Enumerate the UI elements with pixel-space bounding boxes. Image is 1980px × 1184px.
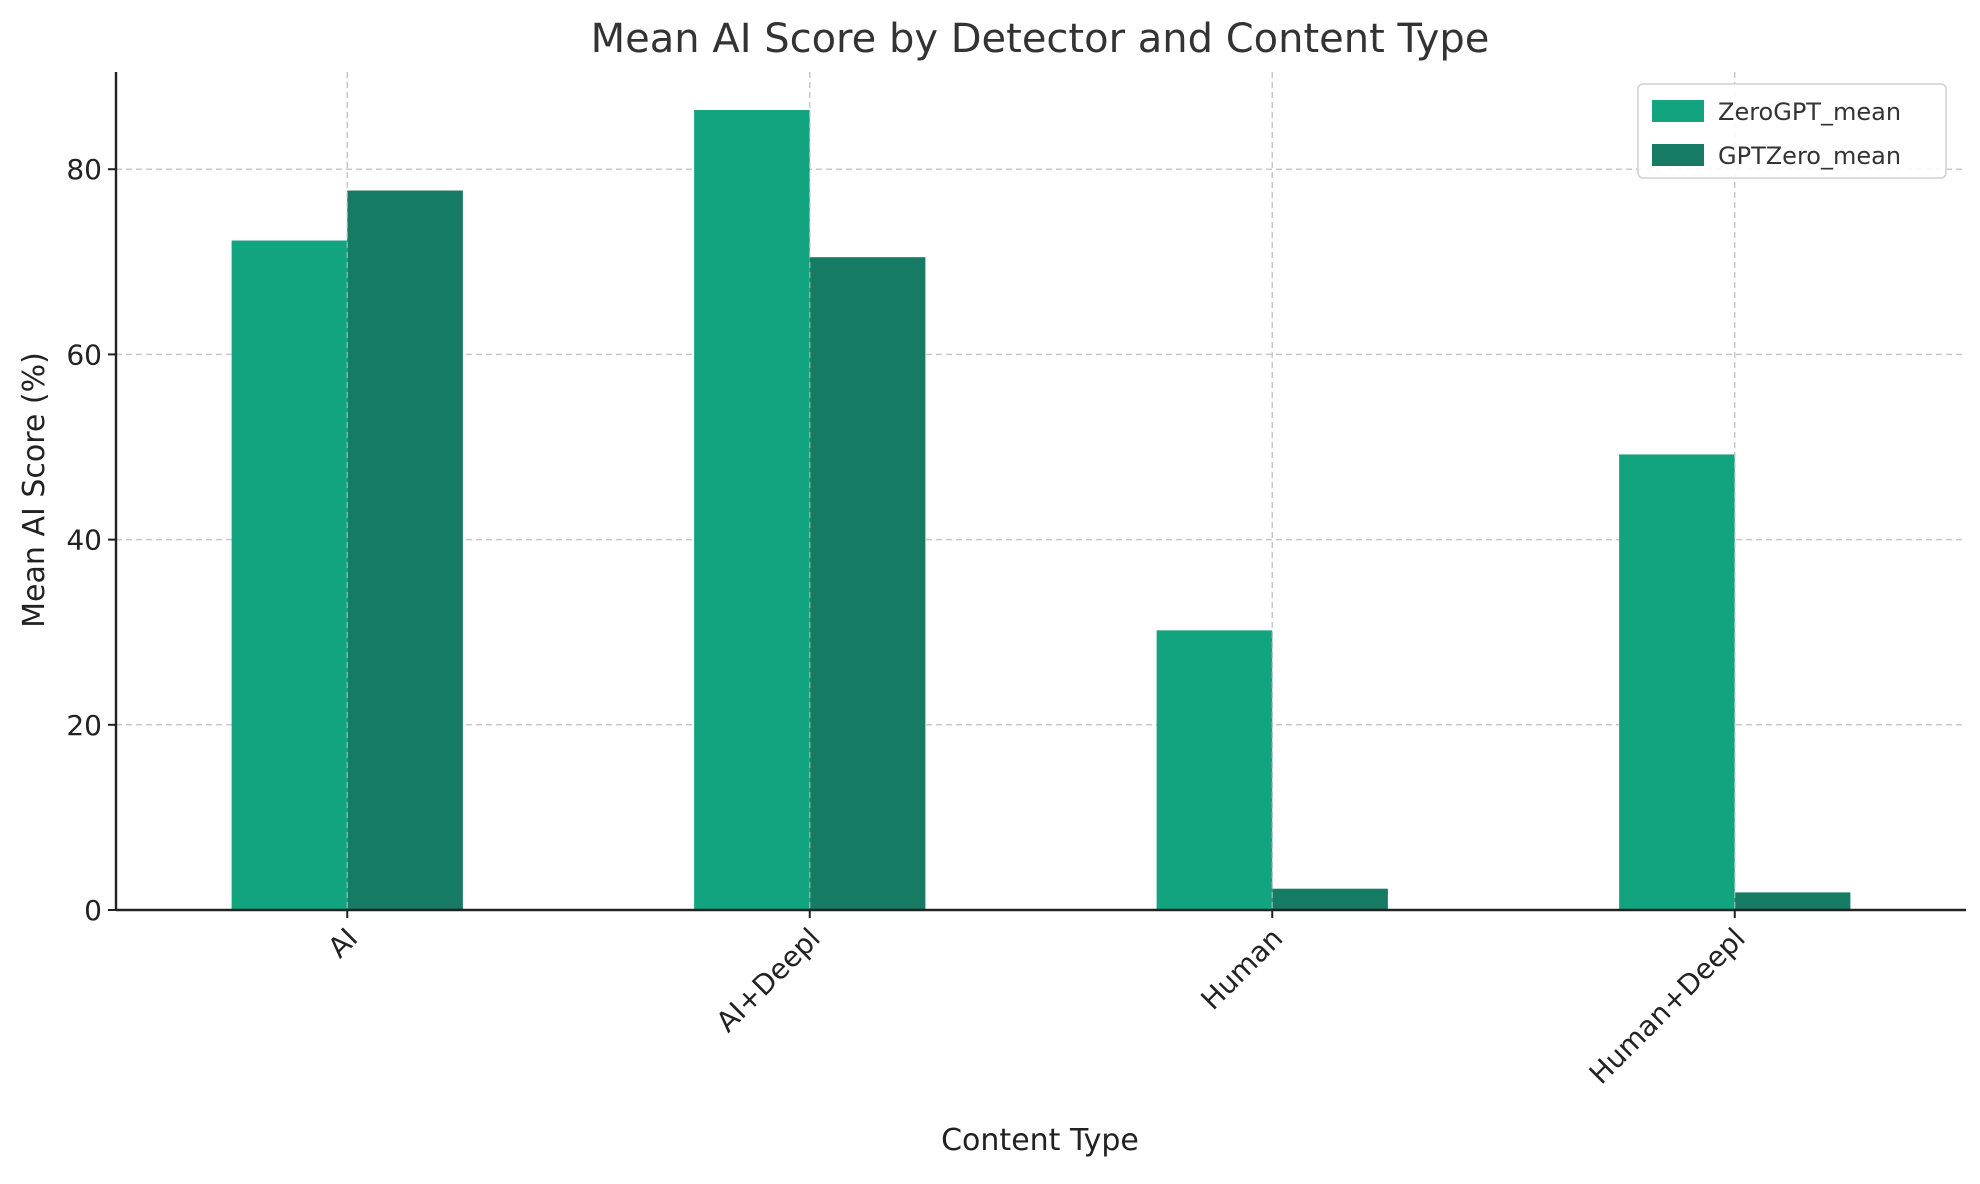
y-tick-label: 40	[66, 524, 102, 557]
bar-ZeroGPT_mean-AI+Deepl	[694, 109, 810, 910]
y-tick-label: 0	[84, 894, 102, 927]
bar-GPTZero_mean-Human	[1272, 888, 1388, 910]
y-tick-label: 80	[66, 153, 102, 186]
bars	[231, 72, 1851, 911]
bar-GPTZero_mean-AI	[347, 190, 463, 911]
bar-ZeroGPT_mean-Human	[1156, 630, 1273, 910]
bar-ZeroGPT_mean-Human+Deepl	[1619, 454, 1735, 910]
legend-swatch	[1652, 100, 1704, 122]
legend-swatch	[1652, 144, 1704, 166]
bar-GPTZero_mean-AI+Deepl	[809, 257, 926, 910]
x-tick-label: Human	[1194, 922, 1289, 1017]
legend: ZeroGPT_mean GPTZero_mean	[1637, 83, 1947, 179]
axes	[114, 72, 1966, 912]
y-tick-label: 20	[66, 709, 102, 742]
chart-title: Mean AI Score by Detector and Content Ty…	[591, 16, 1490, 62]
x-tick-label: Human+Deepl	[1583, 922, 1752, 1091]
bar-GPTZero_mean-Human+Deepl	[1734, 892, 1851, 910]
x-tick-label: AI	[321, 922, 364, 965]
bar-ZeroGPT_mean-AI	[231, 240, 348, 910]
legend-label: ZeroGPT_mean	[1718, 98, 1901, 126]
legend-frame	[1637, 83, 1947, 179]
x-tick-label: AI+Deepl	[710, 922, 827, 1039]
legend-label: GPTZero_mean	[1718, 142, 1901, 170]
y-axis-label: Mean AI Score (%)	[17, 352, 52, 628]
y-tick-label: 60	[66, 338, 102, 371]
x-axis-label: Content Type	[941, 1123, 1139, 1158]
